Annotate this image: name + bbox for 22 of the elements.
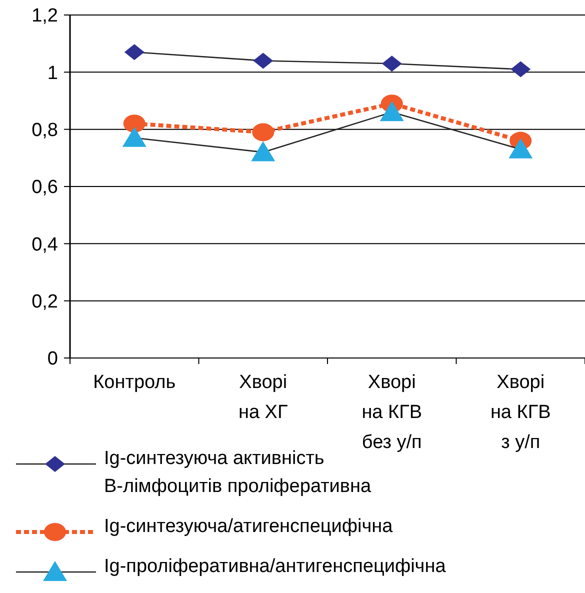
- legend-label: Ig-синтезуюча/атигенспецифічна: [104, 516, 394, 537]
- point: [508, 138, 533, 158]
- x-tick-label: Хворі на ХГ: [238, 372, 288, 423]
- y-tick-label: 0,6: [32, 177, 58, 198]
- point: [253, 52, 274, 69]
- x-tick-label: Хворі на КГВ з у/п: [490, 372, 551, 453]
- y-tick-label: 0: [47, 348, 58, 370]
- point: [382, 56, 402, 72]
- point: [251, 141, 276, 162]
- point: [252, 123, 274, 142]
- point: [124, 44, 144, 60]
- y-tick-label: 1,2: [32, 6, 58, 27]
- point: [122, 126, 146, 147]
- x-tick-label: Контроль: [93, 372, 176, 393]
- point: [380, 101, 404, 122]
- y-tick-label: 1: [47, 62, 58, 84]
- y-tick-label: 0,8: [32, 120, 58, 141]
- y-tick-label: 0,4: [32, 234, 58, 256]
- point: [510, 61, 531, 78]
- y-tick-label: 0,2: [32, 291, 58, 312]
- point: [123, 114, 146, 133]
- legend-label: Ig-проліферативна/антигенспецифічна: [104, 556, 446, 577]
